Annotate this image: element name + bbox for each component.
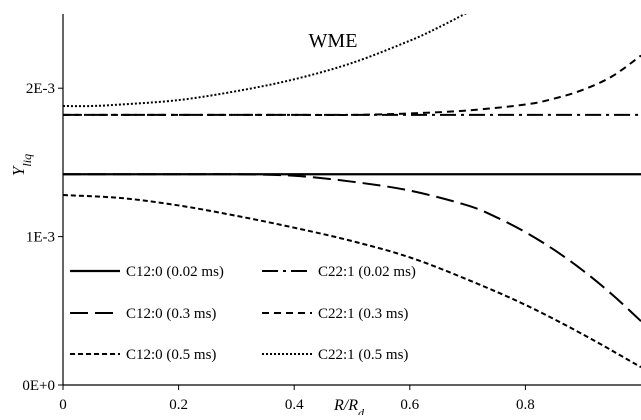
legend-label: C22:1 (0.3 ms)	[318, 306, 408, 322]
series-line-6	[63, 14, 467, 108]
legend-entry: C22:1 (0.02 ms)	[262, 264, 416, 280]
x-tick-label: 0.8	[516, 397, 535, 413]
y-tick-label: 0E+0	[22, 378, 55, 394]
series-layer	[63, 14, 641, 369]
chart-title: WME	[309, 30, 358, 52]
x-tick-label: 0	[59, 397, 67, 413]
x-tick-label: 0.4	[285, 397, 304, 413]
series-line-4	[63, 54, 641, 117]
ticks-layer: 0 0.2 0.4 0.6 0.8 0E+0 1E-3 2E-3	[22, 81, 534, 413]
legend-label: C22:1 (0.5 ms)	[318, 347, 408, 363]
y-tick-label: 1E-3	[26, 230, 55, 246]
x-axis-title: R/Rd	[333, 397, 365, 415]
axes-layer	[62, 14, 641, 386]
x-tick-label: 0.6	[400, 397, 419, 413]
legend-label: C12:0 (0.02 ms)	[126, 264, 224, 280]
legend-label: C12:0 (0.5 ms)	[126, 347, 216, 363]
y-axis-title: Yliq	[9, 154, 34, 176]
legend-entry: C12:0 (0.3 ms)	[70, 306, 216, 322]
legend-label: C12:0 (0.3 ms)	[126, 306, 216, 322]
legend-entry: C22:1 (0.3 ms)	[262, 306, 408, 322]
series-line-3	[63, 173, 641, 322]
legend-entry: C12:0 (0.02 ms)	[70, 264, 224, 280]
series-line-5	[63, 194, 641, 369]
legend-label: C22:1 (0.02 ms)	[318, 264, 416, 280]
legend: C12:0 (0.02 ms) C22:1 (0.02 ms) C12:0 (0.3…	[70, 264, 416, 363]
legend-entry: C12:0 (0.5 ms)	[70, 347, 216, 363]
legend-entry: C22:1 (0.5 ms)	[262, 347, 408, 363]
y-tick-label: 2E-3	[26, 81, 55, 97]
x-tick-label: 0.2	[169, 397, 188, 413]
